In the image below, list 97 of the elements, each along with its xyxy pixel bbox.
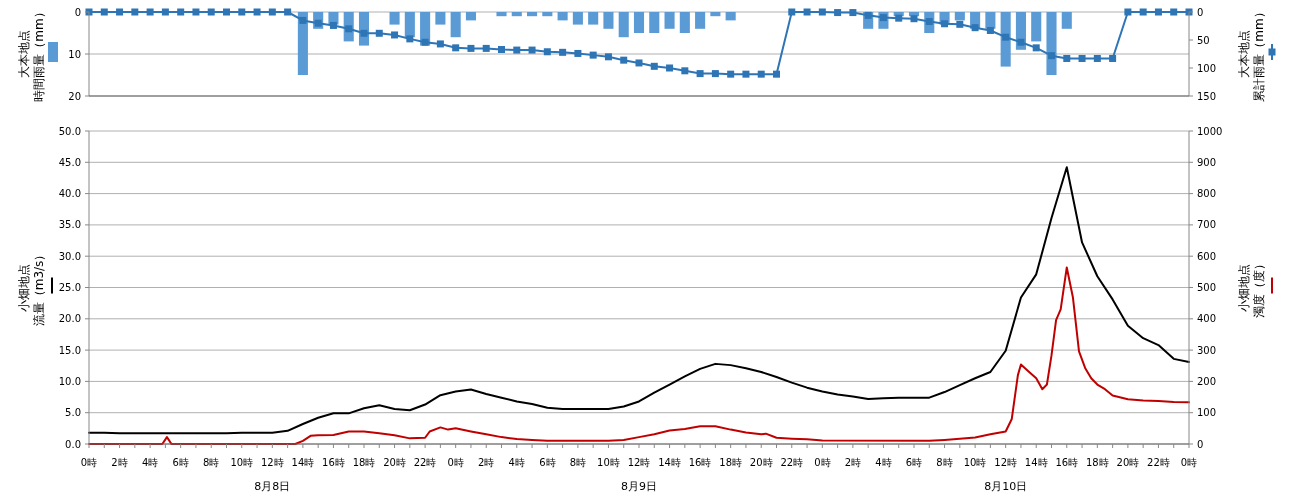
x-tick-label: 18時 <box>1085 457 1109 468</box>
x-tick-label: 6時 <box>905 457 923 468</box>
x-tick-label: 0時 <box>814 457 831 468</box>
y2-tick-label: 150 <box>1197 90 1217 102</box>
y2-tick-label: 800 <box>1197 188 1217 200</box>
bar <box>542 12 553 17</box>
x-tick-label: 18時 <box>719 457 743 468</box>
y2-tick-label: 400 <box>1197 313 1217 325</box>
bar <box>618 12 629 38</box>
y-tick-label: 5.0 <box>65 407 81 419</box>
x-tick-label: 8時 <box>936 457 953 468</box>
x-tick-label: 20時 <box>1116 457 1140 468</box>
x-tick-label: 16時 <box>688 457 712 468</box>
y-axis-title: 大本地点時間雨量（mm） <box>17 6 46 102</box>
text: 8月10日 <box>984 480 1028 493</box>
bar <box>649 12 660 33</box>
y-tick-label: 45.0 <box>58 156 81 168</box>
y2-tick-label: 50 <box>1197 34 1210 46</box>
y-tick-label: 0 <box>74 6 81 18</box>
y-tick-label: 30.0 <box>58 250 81 262</box>
y2-tick-label: 900 <box>1197 156 1217 168</box>
y2-tick-label: 0 <box>1197 438 1204 450</box>
x-tick-label: 22時 <box>413 457 437 468</box>
x-tick-label: 22時 <box>780 457 804 468</box>
x-tick-label: 6時 <box>172 457 189 468</box>
y2-tick-label: 200 <box>1197 375 1217 387</box>
bar <box>710 12 721 17</box>
y2-tick-label: 0 <box>1197 6 1204 18</box>
bar <box>1046 12 1057 75</box>
y-tick-label: 20.0 <box>58 313 81 325</box>
bar <box>389 12 400 25</box>
x-tick-label: 10時 <box>963 457 987 468</box>
bar <box>527 12 538 17</box>
y2-axis-title: 小畑地点濁度（度） <box>1237 257 1266 318</box>
y-tick-label: 0.0 <box>65 438 81 450</box>
x-tick-label: 18時 <box>352 457 376 468</box>
y2-tick-label: 100 <box>1197 407 1217 419</box>
x-tick-label: 12時 <box>260 457 284 468</box>
x-tick-label: 6時 <box>539 457 556 468</box>
bar <box>557 12 568 21</box>
x-tick-label: 14時 <box>1024 457 1048 468</box>
text: 8月9日 <box>621 480 657 493</box>
x-tick-label: 16時 <box>1055 457 1079 468</box>
bar <box>465 12 476 21</box>
x-tick-label: 4時 <box>875 457 892 468</box>
bar <box>603 12 614 29</box>
bar <box>664 12 675 29</box>
bar <box>450 12 461 38</box>
bar <box>572 12 583 25</box>
x-tick-label: 8時 <box>569 457 587 468</box>
x-tick-label: 0時 <box>1180 457 1198 468</box>
x-tick-label: 4時 <box>141 457 159 468</box>
x-tick-label: 0時 <box>80 457 98 468</box>
text: 8月8日 <box>254 480 291 493</box>
y-tick-label: 25.0 <box>58 282 81 293</box>
bar <box>435 12 446 25</box>
x-tick-label: 14時 <box>291 457 315 468</box>
y-tick-label: 40.0 <box>58 188 81 200</box>
bar <box>496 12 507 17</box>
y-axis-title: 小畑地点流量（m3/s） <box>17 248 46 327</box>
y-tick-label: 35.0 <box>58 219 81 231</box>
y2-tick-label: 600 <box>1197 250 1217 262</box>
bar <box>633 12 645 33</box>
x-tick-label: 10時 <box>230 457 254 468</box>
y2-tick-label: 1000 <box>1197 125 1223 137</box>
x-tick-label: 16時 <box>322 457 345 468</box>
y2-tick-label: 700 <box>1197 219 1217 231</box>
y-tick-label: 15.0 <box>58 344 81 356</box>
x-tick-label: 2時 <box>844 457 862 468</box>
y-tick-label: 10.0 <box>58 375 81 387</box>
x-tick-label: 10時 <box>597 457 620 468</box>
x-tick-label: 20時 <box>749 457 773 468</box>
bar <box>511 12 522 17</box>
x-tick-label: 2時 <box>111 457 128 468</box>
line-series <box>88 166 1190 435</box>
bar <box>679 12 690 33</box>
x-tick-label: 12時 <box>994 457 1018 468</box>
bar <box>1061 12 1072 29</box>
y2-tick-label: 300 <box>1197 344 1217 356</box>
bar <box>588 12 599 25</box>
x-tick-label: 8時 <box>203 457 220 468</box>
y-tick-label: 10 <box>68 48 81 60</box>
x-tick-label: 0時 <box>447 457 464 468</box>
bar <box>297 12 308 75</box>
y2-tick-label: 100 <box>1197 62 1217 74</box>
y2-axis-title: 大本地点累計雨量（mm） <box>1237 6 1266 102</box>
x-tick-label: 14時 <box>658 457 681 468</box>
bar <box>695 12 706 29</box>
y-tick-label: 20 <box>68 90 81 102</box>
x-tick-label: 22時 <box>1147 457 1170 468</box>
y2-tick-label: 500 <box>1197 282 1217 293</box>
y-tick-label: 50.0 <box>58 125 81 137</box>
x-tick-label: 4時 <box>508 457 525 468</box>
x-tick-label: 2時 <box>478 457 495 468</box>
x-tick-label: 20時 <box>383 457 406 468</box>
x-tick-label: 12時 <box>627 457 651 468</box>
bar <box>725 12 736 21</box>
